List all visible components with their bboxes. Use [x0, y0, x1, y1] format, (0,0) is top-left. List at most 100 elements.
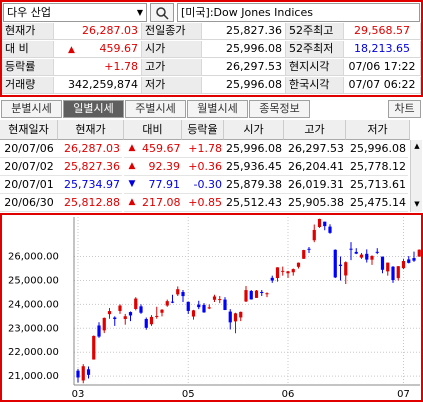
- quote-value: 29,568.57: [344, 23, 421, 40]
- table-cell: 92.39: [140, 158, 182, 176]
- candle-body: [212, 296, 217, 300]
- y-tick-label: 21,000.00: [8, 371, 59, 382]
- table-cell: +0.85: [182, 194, 224, 212]
- quote-value: 459.67: [54, 41, 142, 58]
- symbol-description: [미국]:Dow Jones Indices: [177, 3, 420, 22]
- tab[interactable]: 종목정보: [249, 100, 310, 118]
- candle-body: [281, 270, 285, 272]
- y-tick-label: 23,000.00: [8, 323, 59, 334]
- table-cell: 25,734.97: [58, 176, 122, 194]
- tab[interactable]: 분별시세: [1, 100, 62, 118]
- table-cell: 20/07/02: [0, 158, 58, 176]
- candle-body: [107, 311, 112, 315]
- candle-body: [375, 251, 379, 253]
- candle-body: [391, 266, 395, 281]
- candle-body: [386, 262, 390, 272]
- quote-panel: 다우 산업 ▼ [미국]:Dow Jones Indices 현재가 26,287…: [0, 0, 423, 97]
- scroll-down[interactable]: ▼: [414, 200, 420, 208]
- table-cell: +0.36: [182, 158, 224, 176]
- scroll-up[interactable]: ▲: [414, 142, 420, 150]
- quote-value: 25,827.36: [202, 23, 286, 40]
- symbol-dropdown[interactable]: 다우 산업 ▼: [3, 3, 147, 22]
- table-cell: 25,996.08: [224, 140, 284, 158]
- candle-body: [149, 316, 154, 325]
- candle-body: [359, 254, 364, 258]
- candle-body: [134, 298, 138, 309]
- x-tick-label: 03: [72, 389, 85, 400]
- quote-label: 전일종가: [142, 23, 202, 40]
- quote-label: 현지시각: [286, 59, 344, 76]
- candle-body: [86, 369, 91, 375]
- table-cell: ▼: [124, 176, 140, 194]
- table-header: 고가: [284, 120, 346, 140]
- table-cell: 25,936.45: [224, 158, 284, 176]
- candle-body: [302, 250, 306, 259]
- x-tick-label: 05: [182, 389, 195, 400]
- candle-body: [249, 290, 253, 300]
- table-cell: 26,019.31: [284, 176, 346, 194]
- table-cell: 25,827.36: [58, 158, 122, 176]
- y-tick-label: 25,000.00: [8, 275, 59, 286]
- table-cell: 25,475.14: [346, 194, 408, 212]
- quote-label: 한국시각: [286, 77, 344, 94]
- candle-body: [317, 218, 322, 228]
- candle-body: [265, 293, 269, 295]
- candle-body: [407, 259, 411, 263]
- candle-body: [92, 335, 96, 360]
- candle-body: [144, 319, 148, 328]
- candle-body: [123, 316, 127, 319]
- tab[interactable]: 월별시세: [187, 100, 248, 118]
- candle-body: [202, 304, 206, 313]
- quote-value: +1.78: [54, 59, 142, 76]
- quote-value: 18,213.65: [344, 41, 421, 58]
- table-cell: 25,713.61: [346, 176, 408, 194]
- quote-label: 등락률: [2, 59, 54, 76]
- search-button[interactable]: [150, 3, 174, 22]
- table-cell: 25,778.12: [346, 158, 408, 176]
- quote-value: 26,287.03: [54, 23, 142, 40]
- change-arrow: ▲: [68, 45, 75, 55]
- candle-body: [412, 258, 416, 261]
- candle-body: [323, 221, 327, 227]
- table-cell: 25,905.38: [284, 194, 346, 212]
- quote-value: 25,996.08: [202, 77, 286, 94]
- table-header: 현재가: [58, 120, 124, 140]
- scrollbar[interactable]: ▲ ▼: [410, 140, 422, 212]
- candle-body: [275, 267, 280, 279]
- table-cell: ▲: [124, 194, 140, 212]
- quote-value: 26,297.53: [202, 59, 286, 76]
- dropdown-arrow: ▼: [136, 8, 143, 17]
- candle-body: [244, 290, 248, 302]
- tab[interactable]: 주별시세: [125, 100, 186, 118]
- candle-body: [239, 311, 243, 318]
- search-icon: [156, 7, 169, 20]
- quote-label: 현재가: [2, 23, 54, 40]
- x-tick-label: 06: [282, 389, 295, 400]
- y-tick-label: 24,000.00: [8, 299, 59, 310]
- candle-body: [312, 229, 316, 241]
- table-cell: 26,287.03: [58, 140, 122, 158]
- candle-body: [113, 317, 117, 319]
- candle-body: [228, 311, 232, 323]
- table-cell: 25,879.38: [224, 176, 284, 194]
- tab[interactable]: 일별시세: [63, 100, 124, 118]
- chart-button[interactable]: 차트: [388, 100, 421, 118]
- candle-body: [207, 307, 211, 309]
- table-cell: 25,996.08: [346, 140, 408, 158]
- candle-body: [155, 315, 159, 317]
- table-cell: 26,204.41: [284, 158, 346, 176]
- table-header: 대비: [124, 120, 182, 140]
- candle-body: [165, 301, 169, 306]
- table-cell: ▲: [124, 158, 140, 176]
- candle-body: [260, 291, 264, 294]
- quote-value: 25,996.08: [202, 41, 286, 58]
- quote-label: 거래량: [2, 77, 54, 94]
- table-cell: 459.67: [140, 140, 182, 158]
- candle-body: [102, 317, 106, 331]
- candle-body: [186, 301, 190, 311]
- candle-body: [170, 301, 175, 303]
- candle-body: [270, 277, 274, 281]
- candle-body: [118, 305, 122, 311]
- quote-label: 고가: [142, 59, 202, 76]
